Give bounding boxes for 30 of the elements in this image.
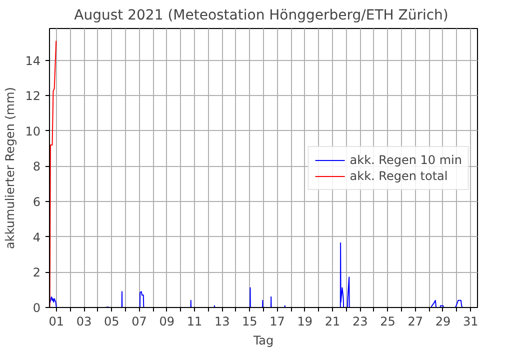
y-axis-title: akkumulierter Regen (mm) (3, 87, 18, 249)
x-tick-label: 29 (435, 314, 451, 328)
y-tick-label: 0 (32, 301, 41, 315)
x-tick-label: 03 (76, 314, 92, 328)
chart-title: August 2021 (Meteostation Hönggerberg/ETH Zürich) (74, 8, 448, 24)
y-tick-label: 8 (32, 160, 41, 174)
y-tick-label: 12 (25, 89, 41, 104)
x-tick-label: 19 (297, 314, 313, 328)
y-tick-label: 6 (32, 195, 41, 210)
x-tick-label: 31 (462, 314, 478, 328)
x-tick-label: 27 (408, 314, 424, 328)
y-tick-label: 2 (32, 266, 41, 280)
x-tick-label: 01 (48, 314, 64, 328)
x-tick-label: 05 (104, 314, 120, 328)
x-tick-label: 07 (132, 314, 147, 328)
y-tick-label: 14 (25, 54, 41, 68)
y-tick-label: 10 (25, 124, 41, 138)
x-tick-label: 17 (270, 314, 285, 328)
line-series (50, 40, 57, 308)
legend-label: akk. Regen 10 min (350, 152, 462, 166)
x-axis-title: Tag (252, 334, 274, 348)
x-tick-label: 11 (186, 314, 202, 328)
y-tick-label: 4 (32, 230, 41, 244)
x-tick-label: 15 (242, 314, 258, 328)
x-tick-label: 21 (324, 314, 340, 328)
x-tick-label: 25 (380, 314, 396, 328)
legend-label: akk. Regen total (350, 168, 448, 182)
x-tick-label: 09 (159, 314, 174, 328)
x-tick-label: 13 (214, 314, 230, 328)
x-tick-label: 23 (352, 314, 368, 328)
